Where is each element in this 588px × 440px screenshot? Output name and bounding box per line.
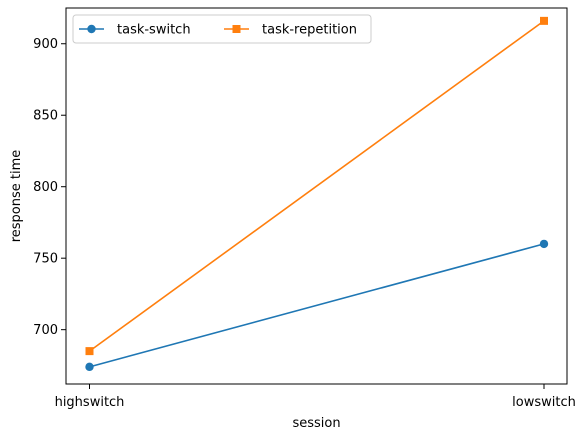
task-switch-line	[89, 243, 545, 368]
y-tick-label: 700	[33, 323, 58, 338]
task-switch-point	[85, 362, 94, 372]
plot-background	[66, 8, 567, 384]
legend: task-switch task-repetition	[72, 14, 372, 44]
x-tick-label: lowswitch	[512, 395, 576, 410]
task-repetition-point	[540, 16, 548, 25]
series-layer	[85, 16, 549, 372]
legend-items: task-switch task-repetition	[79, 23, 357, 38]
x-axis: highswitch lowswitch	[55, 384, 576, 410]
y-axis-label: response time	[9, 150, 24, 243]
x-axis-label: session	[292, 416, 340, 431]
legend-item-task-switch: task-switch	[79, 23, 191, 38]
task-repetition-line	[89, 20, 545, 352]
legend-item-task-repetition: task-repetition	[224, 23, 357, 38]
series-task-switch	[85, 239, 549, 372]
series-task-repetition	[85, 16, 548, 356]
y-axis: 700 750 800 850 900	[33, 37, 66, 338]
legend-swatch-marker	[87, 24, 96, 34]
task-switch-point	[539, 239, 549, 249]
x-tick-label: highswitch	[55, 395, 125, 410]
y-tick-label: 750	[33, 252, 58, 267]
y-tick-label: 850	[33, 109, 58, 124]
plot-frame	[65, 7, 568, 385]
legend-label: task-repetition	[262, 23, 357, 38]
legend-swatch-marker	[232, 25, 241, 33]
legend-label: task-switch	[117, 23, 191, 38]
legend-box	[72, 14, 372, 44]
y-tick-label: 900	[33, 37, 58, 52]
task-repetition-point	[85, 347, 94, 356]
y-tick-label: 800	[33, 180, 58, 195]
